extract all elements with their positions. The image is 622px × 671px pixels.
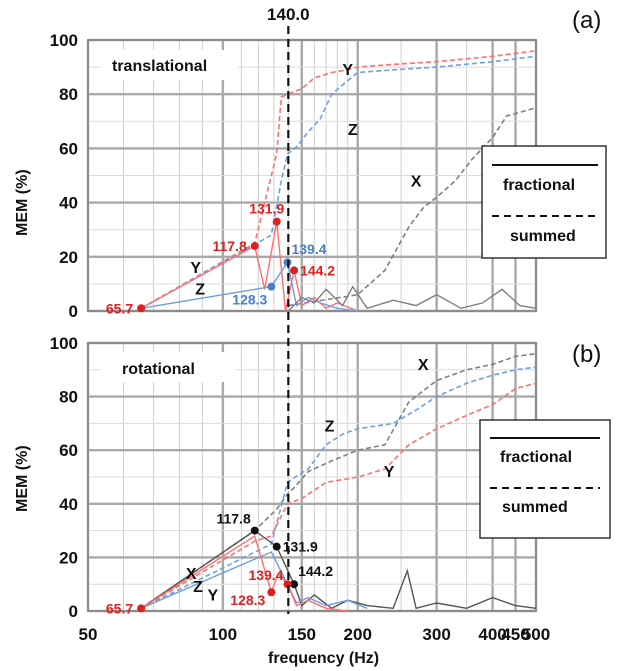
y-tick-label: 0 [69,302,78,321]
panel-a-ticks: 0 20 40 60 80 100 [50,31,78,321]
point-label: 65.7 [106,600,133,616]
y-tick-label: 60 [59,441,78,460]
legend-fractional-label: fractional [503,177,575,194]
series-z-summed [140,55,537,309]
point-label: 139.4 [291,241,326,257]
series-y-summed [140,382,537,609]
legend-fractional-label: fractional [500,449,572,466]
point-label: 117.8 [212,238,246,254]
vline-label: 140.0 [267,5,310,24]
point-y-139-4 [283,580,292,589]
panel-b-points: 65.7 117.8 131.9 144.2 139.4 128.3 [106,511,333,617]
series-y-summed [140,50,537,309]
point-y-144-2 [290,266,299,275]
point-z-128-3 [267,282,276,291]
point-y-117-8 [250,241,259,250]
y-tick-label: 80 [59,388,78,407]
point-label: 128.3 [230,592,265,608]
series-label-z: Z [348,122,358,139]
x-axis-label: frequency (Hz) [268,650,379,667]
panel-a-grid [86,38,538,313]
panel-a: 65.7 117.8 131.9 144.2 128.3 139.4 0 20 40 60 80 1… [14,7,607,321]
y-tick-label: 20 [59,548,78,567]
x-tick-label: 300 [422,625,450,644]
series-label-y: Y [342,62,353,79]
panel-b-series [140,352,537,612]
x-tick-label: 200 [344,625,372,644]
point-y-128-3 [267,588,276,597]
legend-summed-label: summed [502,499,568,516]
panel-b: 65.7 117.8 131.9 144.2 139.4 128.3 0 20 40 60 80 1… [14,334,611,644]
point-y-131-9 [272,217,281,226]
series-x-summed [140,352,537,609]
series-x-fractional [140,529,537,610]
point-label: 144.2 [298,563,333,579]
y-tick-label: 80 [59,85,78,104]
x-tick-label: 500 [522,625,550,644]
series-label-x: X [418,357,429,374]
legend-summed-label: summed [510,228,576,245]
point-y-65-7 [137,604,146,613]
series-label-y: Y [208,587,219,604]
panel-a-inner-label-bg [100,50,238,80]
x-tick-label: 400 [478,625,506,644]
point-x-131-9 [272,542,281,551]
x-tick-label: 450 [501,625,529,644]
x-tick-label: 150 [288,625,316,644]
panel-a-label: (a) [572,7,601,34]
panel-b-inner-label: rotational [122,361,195,378]
y-tick-label: 100 [50,334,78,353]
series-z-fractional [140,260,358,312]
y-tick-label: 40 [59,495,78,514]
series-label-x: X [411,173,422,190]
panel-b-legend: fractional summed [479,419,611,539]
x-tick-label: 50 [79,625,98,644]
panel-a-ylabel: MEM (%) [14,169,31,236]
series-z-summed [140,366,537,610]
point-label: 128.3 [232,292,267,308]
point-label: 144.2 [300,262,335,278]
y-tick-label: 60 [59,139,78,158]
point-label: 131.9 [283,539,318,555]
y-tick-label: 40 [59,194,78,213]
panel-b-label: (b) [572,341,601,368]
y-tick-label: 100 [50,31,78,50]
point-label: 65.7 [106,300,133,316]
series-label-z: Z [195,282,205,299]
point-label: 117.8 [216,511,250,527]
y-tick-label: 0 [69,602,78,621]
point-y-65-7 [137,304,146,313]
y-tick-label: 20 [59,248,78,267]
x-tick-label: 100 [209,625,237,644]
panel-b-inner-label-bg [100,352,236,382]
point-label: 139.4 [248,567,283,583]
panel-a-inner-label: translational [112,58,207,75]
series-z-fractional [140,551,368,609]
point-label: 131.9 [249,201,284,217]
series-label-y: Y [384,464,395,481]
series-label-y: Y [190,260,201,277]
panel-a-points: 65.7 117.8 131.9 144.2 128.3 139.4 [106,201,335,317]
panel-a-legend: fractional summed [481,145,607,259]
series-label-z: Z [325,418,335,435]
series-x-fractional [287,285,537,312]
panel-b-ylabel: MEM (%) [14,445,31,512]
series-label-x: X [186,566,197,583]
point-x-144-2 [290,580,299,589]
series-label-z: Z [193,579,203,596]
point-x-117-8 [250,526,259,535]
